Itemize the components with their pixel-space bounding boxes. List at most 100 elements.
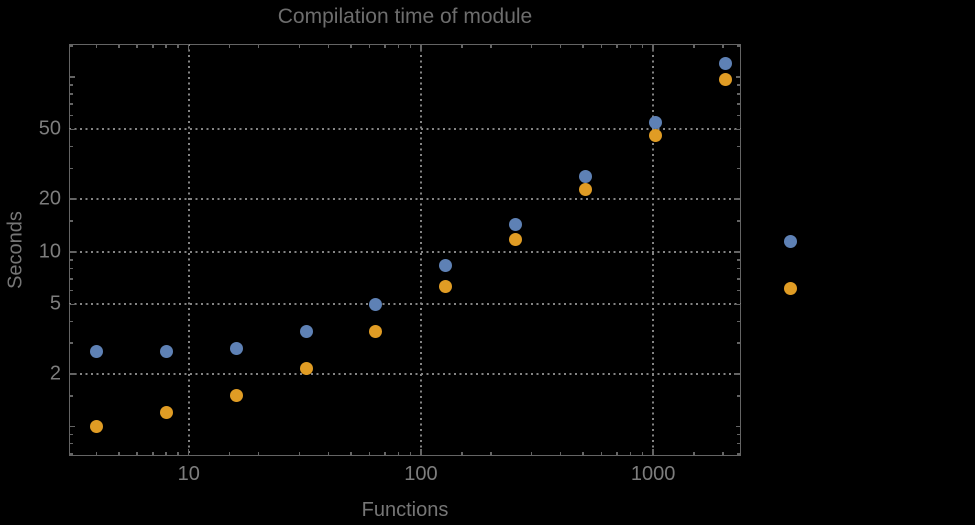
x-tick — [152, 452, 154, 456]
y-tick — [737, 259, 741, 261]
y-tick — [69, 114, 73, 117]
y-gridline — [69, 250, 741, 253]
y-tick — [69, 303, 76, 306]
x-tick — [409, 44, 412, 48]
y-tick — [737, 103, 741, 105]
y-tick-label: 10 — [38, 240, 61, 263]
y-tick — [69, 93, 73, 95]
y-tick — [735, 76, 741, 78]
y-tick — [69, 45, 73, 47]
x-tick — [420, 44, 422, 51]
y-gridline — [69, 373, 741, 376]
x-tick — [652, 449, 654, 456]
x-tick — [165, 44, 167, 48]
x-tick — [722, 452, 724, 456]
x-tick — [629, 452, 632, 456]
y-tick — [69, 220, 73, 222]
data-point-series-2 — [579, 182, 593, 196]
y-tick-label: 5 — [49, 292, 61, 315]
x-tick — [652, 44, 654, 51]
x-gridline — [419, 44, 422, 456]
y-tick — [737, 442, 741, 445]
x-tick — [95, 452, 98, 456]
data-point-series-1 — [579, 169, 593, 183]
x-tick — [95, 44, 98, 48]
y-tick — [69, 259, 73, 261]
y-gridline — [69, 128, 741, 131]
y-tick — [734, 251, 741, 253]
y-tick — [69, 145, 73, 148]
data-point-series-1 — [649, 115, 663, 129]
x-tick — [298, 44, 301, 48]
y-tick — [69, 251, 76, 253]
chart-title: Compilation time of module — [277, 5, 533, 28]
data-point-series-2 — [718, 73, 732, 87]
y-gridline — [69, 303, 741, 306]
data-point-series-1 — [229, 341, 243, 355]
y-tick — [737, 289, 741, 292]
data-point-series-2 — [369, 325, 383, 338]
y-tick — [735, 425, 741, 428]
y-tick — [69, 433, 73, 436]
x-tick — [118, 44, 120, 48]
y-tick — [737, 320, 741, 323]
data-point-series-2 — [89, 420, 103, 434]
y-tick — [69, 84, 73, 86]
data-point-series-2 — [229, 389, 243, 403]
x-tick — [616, 452, 618, 456]
x-tick — [187, 44, 190, 51]
y-tick — [69, 395, 73, 397]
y-tick-label: 2 — [49, 362, 61, 385]
y-tick — [737, 278, 741, 280]
x-tick-label: 10 — [177, 463, 200, 485]
y-tick — [734, 373, 741, 375]
x-tick — [350, 452, 352, 456]
x-tick — [420, 449, 422, 456]
data-point-series-2 — [299, 362, 313, 376]
x-tick-label: 100 — [404, 463, 438, 485]
x-tick — [177, 44, 179, 48]
y-tick — [69, 373, 76, 375]
data-point-series-1 — [718, 57, 732, 71]
y-tick — [737, 114, 741, 117]
x-tick — [298, 452, 301, 456]
plot-frame — [69, 44, 741, 456]
x-tick — [257, 452, 260, 456]
x-tick — [165, 452, 167, 456]
y-tick — [737, 220, 741, 222]
x-tick — [559, 452, 562, 456]
y-tick — [734, 303, 741, 306]
x-tick — [384, 452, 386, 456]
y-gridline — [69, 198, 741, 201]
x-tick — [582, 452, 584, 456]
x-tick — [641, 452, 644, 456]
legend-marker-series-2 — [784, 282, 797, 295]
x-axis-title: Functions — [361, 499, 449, 521]
x-tick — [327, 452, 330, 456]
y-tick — [69, 442, 73, 445]
x-tick — [461, 452, 463, 456]
y-tick — [737, 395, 741, 397]
y-tick — [69, 198, 76, 200]
data-point-series-1 — [509, 218, 523, 232]
x-tick — [616, 44, 618, 48]
y-tick — [737, 45, 741, 47]
x-tick — [600, 452, 603, 456]
y-tick — [737, 267, 741, 270]
y-tick — [69, 453, 73, 455]
y-tick — [69, 267, 73, 270]
y-tick — [69, 128, 76, 131]
y-tick — [69, 289, 73, 292]
x-tick — [629, 44, 632, 48]
x-tick — [409, 452, 412, 456]
x-tick — [368, 44, 371, 48]
y-tick — [737, 167, 741, 170]
data-point-series-2 — [649, 129, 663, 143]
x-tick — [693, 452, 695, 456]
x-tick — [228, 44, 231, 48]
y-tick — [737, 93, 741, 95]
y-tick — [69, 103, 73, 105]
y-tick — [737, 453, 741, 455]
